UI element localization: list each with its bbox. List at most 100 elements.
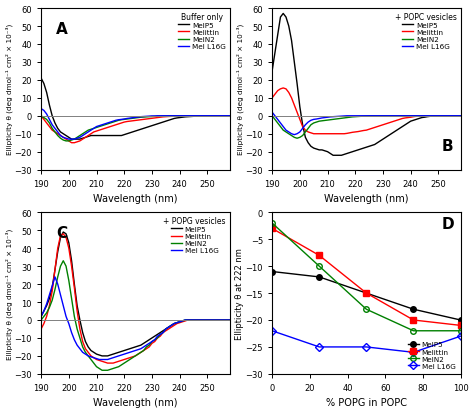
Line: MelP5: MelP5 bbox=[272, 14, 461, 156]
MelN2 bbox=[227, 318, 232, 323]
Melittin bbox=[38, 114, 44, 119]
Melittin bbox=[149, 116, 155, 121]
Melittin bbox=[311, 132, 317, 137]
MelN2 bbox=[102, 123, 108, 128]
MelP5 bbox=[99, 354, 105, 358]
MelP5 bbox=[308, 145, 314, 150]
MelP5 bbox=[281, 12, 286, 17]
MelP5 bbox=[224, 318, 229, 323]
Y-axis label: Ellipticity θ (deg dmol⁻¹ cm² × 10⁻³): Ellipticity θ (deg dmol⁻¹ cm² × 10⁻³) bbox=[6, 24, 13, 155]
MelN2 bbox=[308, 123, 314, 128]
Melittin bbox=[105, 361, 110, 366]
Mel L16G bbox=[227, 114, 232, 119]
MelP5 bbox=[152, 334, 157, 339]
Mel L16G bbox=[410, 350, 416, 355]
MelN2 bbox=[188, 318, 193, 323]
MelN2 bbox=[333, 117, 339, 122]
Melittin bbox=[269, 226, 275, 231]
Line: Melittin: Melittin bbox=[41, 116, 229, 143]
Melittin bbox=[69, 141, 74, 146]
Melittin bbox=[410, 318, 416, 323]
MelN2 bbox=[336, 117, 341, 122]
X-axis label: % POPG in POPC: % POPG in POPC bbox=[326, 397, 407, 408]
MelN2 bbox=[227, 114, 232, 119]
MelN2 bbox=[152, 337, 157, 342]
MelN2 bbox=[38, 114, 44, 119]
Mel L16G bbox=[224, 114, 229, 119]
MelP5 bbox=[458, 318, 464, 323]
Melittin bbox=[281, 86, 286, 91]
MelN2 bbox=[38, 318, 44, 323]
Mel L16G bbox=[458, 114, 464, 119]
Y-axis label: Ellipticity θ (deg dmol⁻¹ cm² × 10⁻³): Ellipticity θ (deg dmol⁻¹ cm² × 10⁻³) bbox=[6, 228, 13, 359]
Melittin bbox=[52, 268, 58, 273]
MelP5 bbox=[455, 114, 461, 119]
Line: MelN2: MelN2 bbox=[41, 116, 229, 142]
Line: Mel L16G: Mel L16G bbox=[41, 109, 229, 140]
Mel L16G bbox=[333, 115, 339, 120]
MelP5 bbox=[458, 114, 464, 119]
MelP5 bbox=[38, 314, 44, 319]
Melittin bbox=[38, 327, 44, 332]
Melittin bbox=[72, 285, 77, 290]
MelN2 bbox=[269, 114, 275, 119]
Mel L16G bbox=[458, 334, 464, 339]
MelN2 bbox=[77, 336, 83, 341]
MelP5 bbox=[227, 318, 232, 323]
Mel L16G bbox=[269, 110, 275, 115]
Melittin bbox=[458, 323, 464, 328]
Melittin bbox=[224, 318, 229, 323]
MelP5 bbox=[69, 137, 74, 142]
MelP5 bbox=[60, 230, 66, 235]
Mel L16G bbox=[55, 282, 61, 287]
MelN2 bbox=[224, 318, 229, 323]
Mel L16G bbox=[52, 275, 58, 280]
Melittin bbox=[269, 96, 275, 101]
MelP5 bbox=[38, 76, 44, 81]
Mel L16G bbox=[308, 119, 314, 123]
Melittin bbox=[455, 114, 461, 119]
Mel L16G bbox=[292, 133, 297, 138]
Legend: MelP5, Melittin, MelN2, Mel L16G: MelP5, Melittin, MelN2, Mel L16G bbox=[177, 11, 228, 52]
Legend: MelP5, Melittin, MelN2, Mel L16G: MelP5, Melittin, MelN2, Mel L16G bbox=[162, 215, 228, 255]
Line: Mel L16G: Mel L16G bbox=[41, 277, 229, 360]
Melittin bbox=[419, 114, 425, 119]
Melittin bbox=[105, 126, 110, 131]
Mel L16G bbox=[96, 357, 102, 362]
MelN2 bbox=[72, 314, 77, 319]
MelN2 bbox=[458, 328, 464, 333]
Text: A: A bbox=[56, 22, 68, 37]
Mel L16G bbox=[224, 318, 229, 323]
MelN2 bbox=[317, 264, 322, 269]
Legend: MelP5, Melittin, MelN2, Mel L16G: MelP5, Melittin, MelN2, Mel L16G bbox=[407, 340, 457, 370]
Melittin bbox=[286, 91, 292, 96]
Melittin bbox=[224, 114, 229, 119]
Mel L16G bbox=[105, 121, 110, 126]
MelP5 bbox=[383, 135, 389, 140]
MelP5 bbox=[410, 307, 416, 312]
Mel L16G bbox=[227, 318, 232, 323]
Mel L16G bbox=[77, 135, 83, 140]
X-axis label: Wavelength (nm): Wavelength (nm) bbox=[93, 194, 178, 204]
Mel L16G bbox=[66, 137, 72, 142]
MelN2 bbox=[52, 287, 58, 292]
Melittin bbox=[308, 131, 314, 136]
MelP5 bbox=[188, 318, 193, 323]
MelP5 bbox=[72, 282, 77, 287]
MelN2 bbox=[455, 114, 461, 119]
Mel L16G bbox=[149, 114, 155, 119]
MelN2 bbox=[60, 259, 66, 263]
Mel L16G bbox=[317, 344, 322, 349]
Melittin bbox=[77, 327, 83, 332]
MelP5 bbox=[227, 114, 232, 119]
MelN2 bbox=[63, 139, 69, 144]
Mel L16G bbox=[38, 107, 44, 112]
MelN2 bbox=[52, 130, 58, 135]
MelN2 bbox=[294, 136, 300, 141]
MelN2 bbox=[149, 115, 155, 120]
MelN2 bbox=[410, 328, 416, 333]
Melittin bbox=[77, 139, 83, 144]
MelN2 bbox=[269, 221, 275, 226]
MelP5 bbox=[330, 153, 336, 158]
MelP5 bbox=[317, 275, 322, 280]
